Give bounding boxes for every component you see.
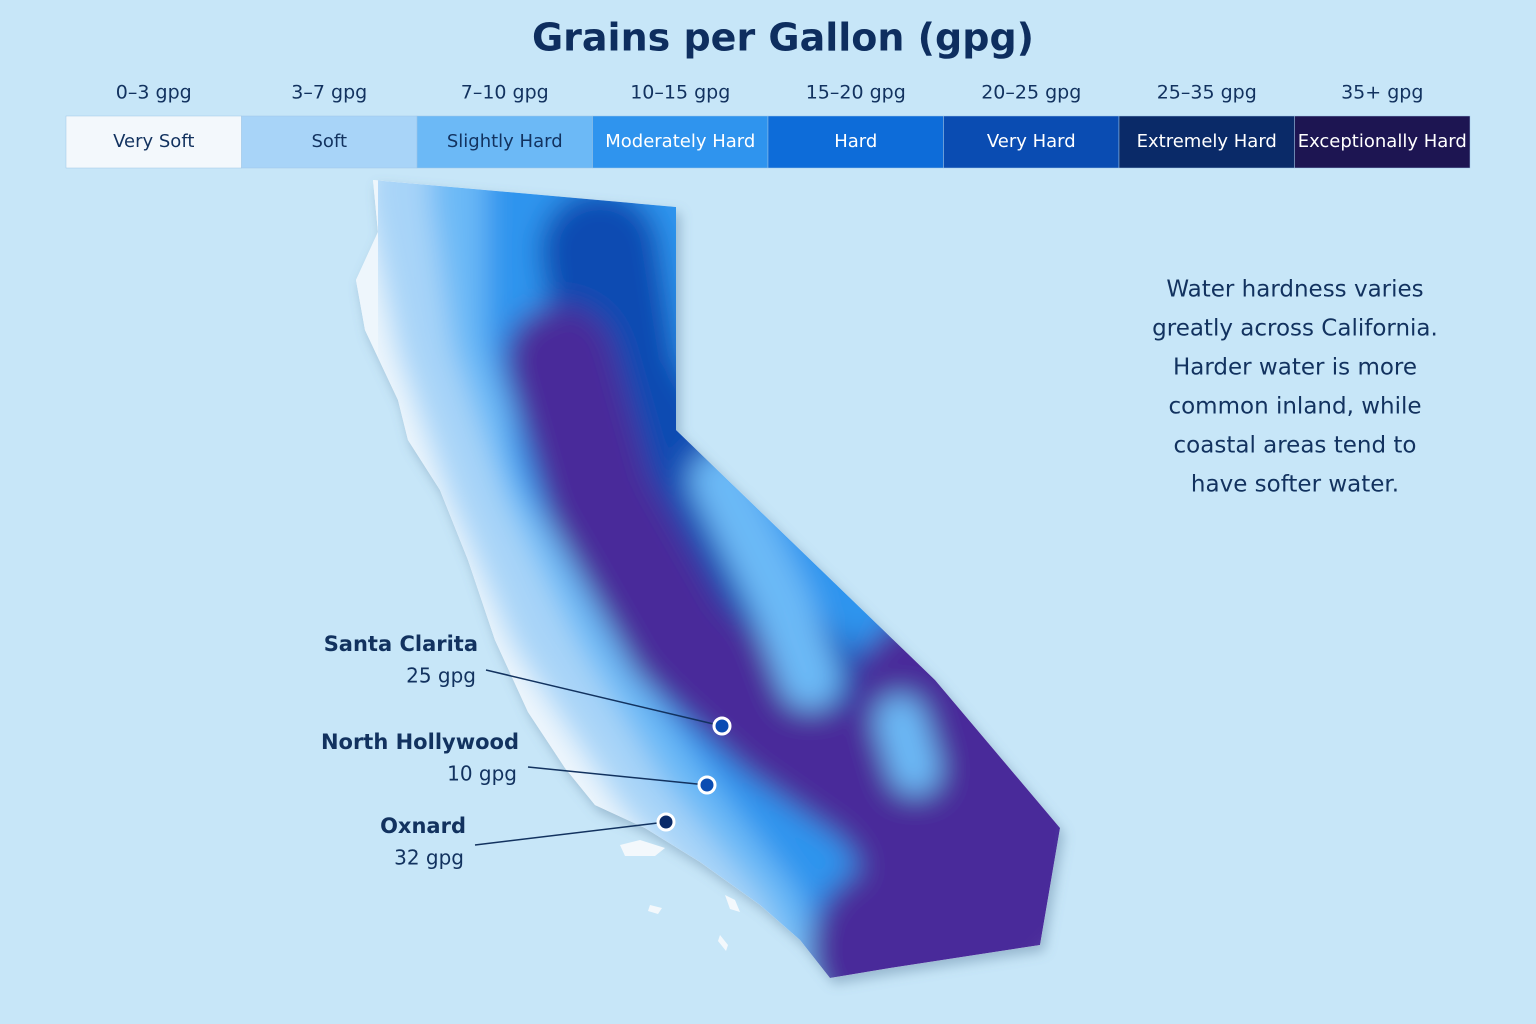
legend-range: 0–3 gpg — [116, 82, 192, 104]
legend-label: Extremely Hard — [1137, 131, 1277, 152]
description-line: greatly across California. — [1152, 316, 1438, 342]
legend-label: Exceptionally Hard — [1298, 131, 1467, 152]
legend-swatch — [592, 115, 769, 169]
callout-name: Santa Clarita — [324, 632, 478, 656]
legend: 0–3 gpg Very Soft 3–7 gpg Soft 7–10 gpg Sligh… — [65, 82, 1471, 169]
legend-label: Very Hard — [987, 131, 1076, 152]
marker — [712, 716, 732, 736]
legend-swatch — [416, 115, 593, 169]
legend-swatch — [943, 115, 1120, 169]
legend-label: Very Soft — [113, 131, 194, 152]
callout-value: 10 gpg — [447, 762, 517, 786]
title: Grains per Gallon (gpg) — [532, 16, 1034, 60]
islands — [620, 840, 740, 951]
legend-label: Slightly Hard — [447, 131, 563, 152]
leader-line — [485, 669, 723, 727]
description-line: coastal areas tend to — [1174, 433, 1417, 459]
description-line: Water hardness varies — [1166, 277, 1423, 303]
legend-swatch — [65, 115, 242, 169]
callout-value: 32 gpg — [394, 846, 464, 870]
description-line: have softer water. — [1191, 472, 1399, 498]
legend-label: Soft — [311, 131, 347, 152]
description-line: Harder water is more — [1173, 355, 1417, 381]
leader-line — [527, 766, 708, 786]
legend-range: 15–20 gpg — [806, 82, 906, 104]
description: Water hardness varies greatly across Cali… — [1152, 277, 1438, 498]
legend-swatch — [241, 115, 418, 169]
description-line: common inland, while — [1168, 394, 1421, 420]
legend-range: 3–7 gpg — [291, 82, 367, 104]
legend-range: 35+ gpg — [1341, 82, 1423, 104]
leader-line — [474, 821, 667, 846]
legend-label: Hard — [834, 131, 877, 152]
legend-range: 7–10 gpg — [461, 82, 549, 104]
callout-value: 25 gpg — [406, 664, 476, 688]
legend-swatch — [1118, 115, 1295, 169]
legend-range: 20–25 gpg — [981, 82, 1081, 104]
legend-range: 25–35 gpg — [1157, 82, 1257, 104]
legend-swatch — [1294, 115, 1471, 169]
callouts: Santa Clarita 25 gpg North Hollywood 10 … — [321, 632, 732, 870]
legend-range: 10–15 gpg — [630, 82, 730, 104]
callout-name: Oxnard — [380, 814, 466, 838]
marker — [697, 775, 717, 795]
callout-name: North Hollywood — [321, 730, 519, 754]
marker — [656, 812, 676, 832]
legend-label: Moderately Hard — [605, 131, 755, 152]
